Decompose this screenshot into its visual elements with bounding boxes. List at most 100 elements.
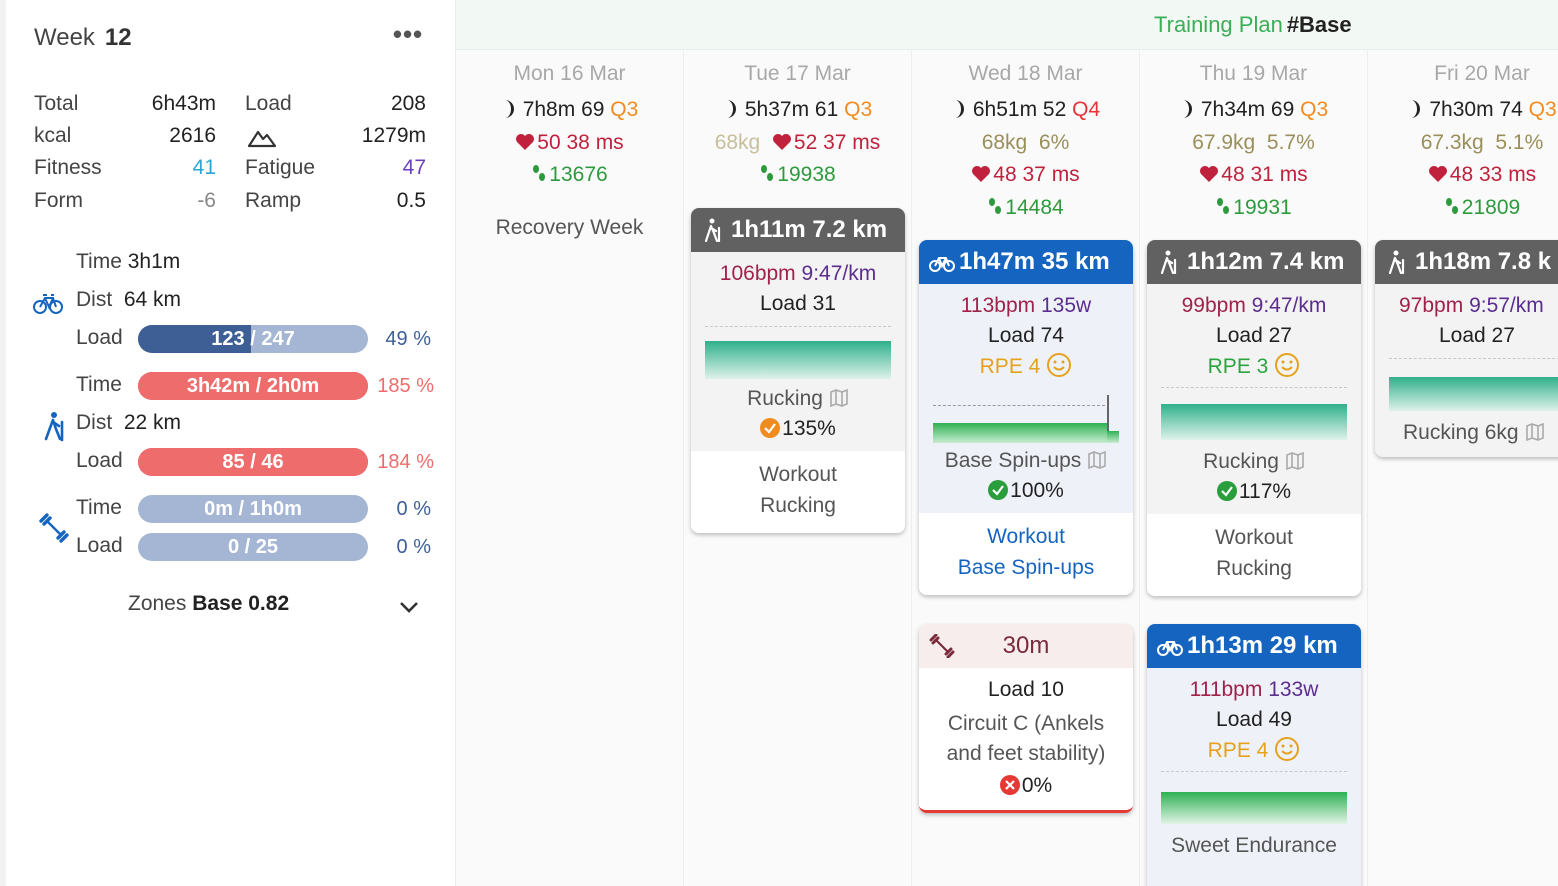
day-header: Tue 17 Mar bbox=[744, 62, 851, 85]
hike-load-progress-bar: 85 / 46 bbox=[138, 448, 368, 476]
activity-card-rucking[interactable]: 1h12m 7.4 km 99bpm 9:47/km Load 27 RPE 3… bbox=[1147, 240, 1361, 596]
heart-icon bbox=[1428, 166, 1447, 182]
weight-row: 67.3kg 5.1% bbox=[1420, 131, 1544, 154]
power-chart bbox=[1161, 792, 1347, 824]
moon-icon bbox=[726, 100, 736, 118]
smiley-icon bbox=[1275, 737, 1300, 761]
hrv-row: 50 38 ms bbox=[456, 131, 683, 155]
ride-load-percent: 49 % bbox=[385, 328, 431, 350]
ramp-value: 0.5 bbox=[396, 189, 426, 212]
sleep-row: 7h34m 69 Q3 bbox=[1140, 98, 1367, 122]
map-icon bbox=[1525, 422, 1544, 442]
bike-icon bbox=[33, 294, 63, 314]
day-column-tue[interactable]: Tue 17 Mar 5h37m 61 Q3 68kg 52 37 ms 199… bbox=[684, 50, 912, 886]
smiley-icon bbox=[1275, 353, 1300, 377]
heart-icon bbox=[972, 166, 991, 182]
ramp-label: Ramp bbox=[245, 189, 302, 212]
more-options-button[interactable]: ••• bbox=[392, 19, 424, 49]
ride-dist-row: Dist 64 km bbox=[76, 288, 182, 311]
fatigue-value: 47 bbox=[402, 156, 426, 179]
weight-row: 67.9kg 5.7% bbox=[1192, 131, 1315, 154]
zone-chart bbox=[1389, 377, 1558, 411]
hike-dist-row: Dist 22 km bbox=[76, 411, 182, 434]
chevron-down-icon[interactable] bbox=[396, 594, 422, 620]
map-icon bbox=[1088, 450, 1107, 470]
day-header: Mon 16 Mar bbox=[513, 62, 626, 85]
weight-row: 68kg 6% bbox=[981, 131, 1070, 154]
steps-row: 19931 bbox=[1140, 196, 1367, 220]
hiking-icon bbox=[1160, 250, 1177, 274]
weight-hrv-row: 68kg 52 37 ms bbox=[714, 131, 881, 154]
steps-row: 19938 bbox=[684, 163, 911, 187]
hiking-icon bbox=[44, 412, 64, 442]
day-header: Wed 18 Mar bbox=[968, 62, 1083, 85]
elevation-icon bbox=[247, 130, 277, 148]
heart-icon bbox=[772, 134, 791, 150]
fitness-value: 41 bbox=[192, 156, 216, 179]
activity-card-rucking-6kg[interactable]: 1h18m 7.8 k 97bpm 9:57/km Load 27 Ruckin… bbox=[1375, 240, 1558, 457]
strength-time-percent: 0 % bbox=[396, 498, 431, 520]
total-value: 6h43m bbox=[151, 92, 216, 115]
error-circle-icon bbox=[999, 775, 1020, 795]
sleep-row: 5h37m 61 Q3 bbox=[684, 98, 911, 122]
activity-card-sweet-endurance[interactable]: 1h13m 29 km 111bpm 133w Load 49 RPE 4 Sw… bbox=[1147, 624, 1361, 886]
dumbbell-icon bbox=[39, 513, 69, 543]
kcal-value: 2616 bbox=[169, 124, 216, 147]
training-plan-banner[interactable]: Training Plan #Base bbox=[456, 0, 1558, 50]
total-label: Total bbox=[34, 92, 79, 115]
day-header: Fri 20 Mar bbox=[1434, 62, 1530, 85]
sleep-row: 7h8m 69 Q3 bbox=[456, 98, 683, 122]
smiley-icon bbox=[1047, 353, 1072, 377]
zone-chart bbox=[1161, 404, 1347, 440]
ride-load-label: Load bbox=[76, 326, 123, 349]
day-header: Thu 19 Mar bbox=[1199, 62, 1308, 85]
hike-time-progress-bar: 3h42m / 2h0m bbox=[138, 372, 368, 400]
day-column-mon[interactable]: Mon 16 Mar 7h8m 69 Q3 50 38 ms 13676 Rec… bbox=[456, 50, 684, 886]
map-icon bbox=[1286, 451, 1304, 471]
calendar-week-view: Training Plan #Base Mon 16 Mar 7h8m 69 Q3… bbox=[456, 0, 1558, 886]
moon-icon bbox=[504, 100, 514, 118]
check-circle-icon bbox=[1216, 481, 1237, 501]
heart-icon bbox=[516, 134, 535, 150]
activity-card-base-spin-ups[interactable]: 1h47m 35 km 113bpm 135w Load 74 RPE 4 Ba… bbox=[919, 240, 1133, 595]
hrv-row: 48 31 ms bbox=[1140, 163, 1367, 187]
hike-time-percent: 185 % bbox=[377, 375, 434, 397]
kcal-label: kcal bbox=[34, 124, 72, 147]
day-column-fri[interactable]: Fri 20 Mar 7h30m 74 Q3 67.3kg 5.1% 48 33… bbox=[1368, 50, 1558, 886]
day-column-wed[interactable]: Wed 18 Mar 6h51m 52 Q4 68kg 6% 48 37 ms … bbox=[912, 50, 1140, 886]
footsteps-icon bbox=[989, 198, 1002, 214]
zones-summary: Zones Base 0.82 bbox=[128, 592, 290, 615]
sleep-row: 7h30m 74 Q3 bbox=[1368, 98, 1558, 122]
load-value: 208 bbox=[390, 92, 426, 115]
ride-load-progress-bar: 123 / 247 bbox=[138, 325, 368, 353]
activity-card-rucking[interactable]: 1h11m 7.2 km 106bpm 9:47/km Load 31 Ruck… bbox=[691, 208, 905, 533]
steps-row: 21809 bbox=[1368, 196, 1558, 220]
map-icon bbox=[830, 388, 848, 408]
bike-icon bbox=[929, 257, 955, 272]
strength-time-label: Time bbox=[76, 496, 122, 519]
hrv-row: 48 37 ms bbox=[912, 163, 1139, 187]
hike-load-label: Load bbox=[76, 449, 123, 472]
elevation-value: 1279m bbox=[361, 124, 426, 147]
footsteps-icon bbox=[1445, 198, 1458, 214]
day-column-thu[interactable]: Thu 19 Mar 7h34m 69 Q3 67.9kg 5.7% 48 31… bbox=[1140, 50, 1368, 886]
footsteps-icon bbox=[533, 165, 546, 181]
load-label: Load bbox=[245, 92, 292, 115]
hiking-icon bbox=[1388, 250, 1405, 274]
sleep-row: 6h51m 52 Q4 bbox=[912, 98, 1139, 122]
strength-load-label: Load bbox=[76, 534, 123, 557]
hrv-row: 48 33 ms bbox=[1368, 163, 1558, 187]
warning-check-icon bbox=[760, 418, 781, 438]
moon-icon bbox=[1411, 100, 1421, 118]
moon-icon bbox=[954, 100, 964, 118]
zone-chart bbox=[705, 341, 891, 379]
heart-icon bbox=[1200, 166, 1219, 182]
moon-icon bbox=[1182, 100, 1192, 118]
activity-card-circuit-c[interactable]: 30m Load 10 Circuit C (Ankels and feet s… bbox=[919, 624, 1133, 813]
footsteps-icon bbox=[761, 165, 774, 181]
strength-time-progress-bar: 0m / 1h0m bbox=[138, 495, 368, 523]
form-label: Form bbox=[34, 189, 83, 212]
strength-load-percent: 0 % bbox=[396, 536, 431, 558]
fatigue-label: Fatigue bbox=[245, 156, 316, 179]
check-circle-icon bbox=[988, 480, 1009, 500]
